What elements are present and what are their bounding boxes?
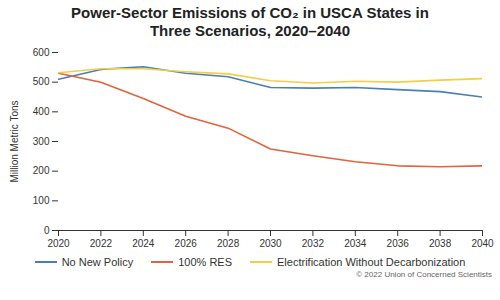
html-text:100% RES: 100% RES: [178, 256, 232, 268]
svg-text:300: 300: [33, 136, 50, 147]
svg-text:2032: 2032: [302, 238, 325, 249]
html-text:Electrification Without Decarb: Electrification Without Decarbonization: [277, 256, 466, 268]
svg-text:0: 0: [44, 225, 50, 236]
svg-text:2020: 2020: [47, 238, 70, 249]
svg-text:200: 200: [33, 165, 50, 176]
svg-text:2022: 2022: [90, 238, 113, 249]
svg-text:2028: 2028: [217, 238, 240, 249]
svg-text:2036: 2036: [387, 238, 410, 249]
html-text:© 2022 Union of Concerned Scie: © 2022 Union of Concerned Scientists: [356, 270, 492, 279]
svg-text:2034: 2034: [344, 238, 367, 249]
svg-text:2024: 2024: [132, 238, 155, 249]
svg-text:2030: 2030: [259, 238, 282, 249]
svg-text:2040: 2040: [471, 238, 494, 249]
svg-text:2026: 2026: [175, 238, 198, 249]
html-text:Power-Sector Emissions of CO₂: Power-Sector Emissions of CO₂ in USCA St…: [71, 4, 429, 39]
svg-text:2038: 2038: [429, 238, 452, 249]
html-text:No New Policy: No New Policy: [61, 256, 134, 268]
svg-text:Million Metric Tons: Million Metric Tons: [9, 100, 20, 182]
svg-text:100: 100: [33, 195, 50, 206]
svg-text:500: 500: [33, 76, 50, 87]
svg-text:600: 600: [33, 47, 50, 58]
svg-text:400: 400: [33, 106, 50, 117]
